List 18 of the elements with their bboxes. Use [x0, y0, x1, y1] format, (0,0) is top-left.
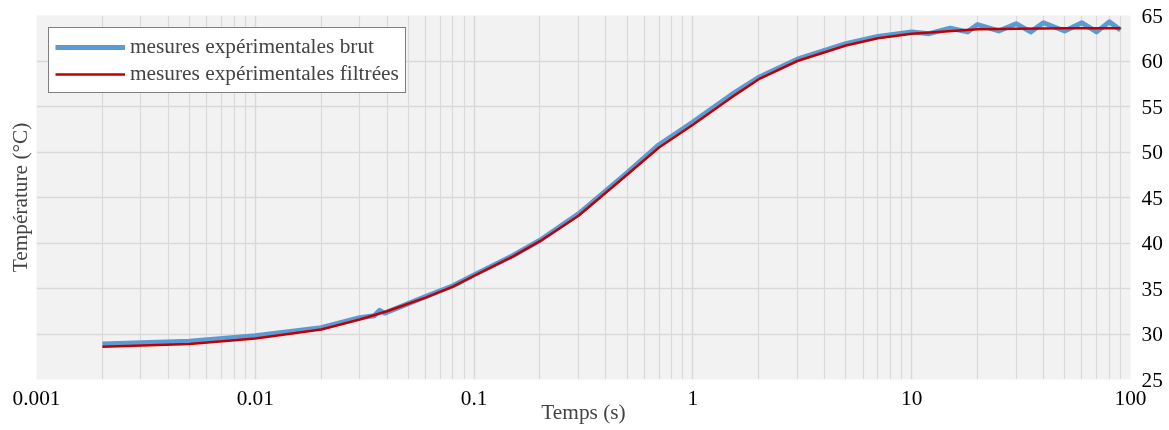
x-tick-label: 0.01: [236, 385, 274, 410]
x-tick-label: 0.001: [12, 385, 61, 410]
x-tick-label: 10: [901, 385, 923, 410]
y-tick-label: 45: [1141, 185, 1163, 210]
y-tick-label: 50: [1141, 140, 1163, 164]
y-tick-label: 60: [1141, 49, 1163, 73]
x-axis-title: Temps (s): [541, 399, 626, 424]
x-tick-label: 0.1: [460, 385, 488, 410]
legend-label: mesures expérimentales brut: [130, 34, 375, 59]
y-tick-label: 25: [1141, 367, 1163, 392]
y-tick-label: 65: [1141, 3, 1163, 28]
legend-label: mesures expérimentales filtrées: [130, 61, 399, 86]
y-axis-title: Température (°C): [7, 122, 32, 273]
x-tick-label: 1: [687, 385, 699, 410]
y-tick-label: 55: [1141, 94, 1163, 119]
y-tick-label: 40: [1141, 231, 1163, 255]
y-tick-label: 35: [1141, 276, 1163, 301]
y-tick-label: 30: [1141, 322, 1163, 346]
